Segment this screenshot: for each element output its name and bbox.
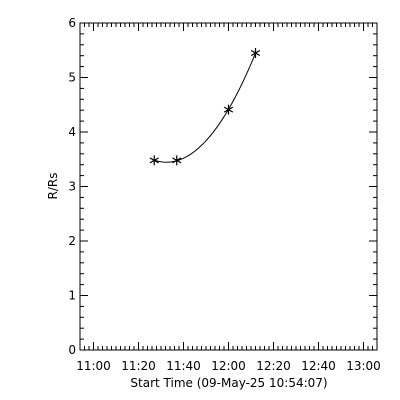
- data-point: [250, 47, 261, 58]
- y-tick-label: 5: [68, 71, 76, 85]
- x-tick-label: 11:20: [121, 359, 156, 373]
- asterisk-stroke: [223, 106, 234, 113]
- data-points: [149, 47, 261, 166]
- y-axis-title: R/Rs: [46, 173, 60, 200]
- y-tick-label: 0: [68, 343, 76, 357]
- y-tick-label: 3: [68, 180, 76, 194]
- axes-frame: [79, 22, 378, 351]
- asterisk-stroke: [149, 157, 159, 164]
- y-tick-labels: 0 1 2 3 4 5 6: [68, 16, 76, 357]
- x-tick-label: 12:40: [301, 359, 336, 373]
- data-point: [223, 104, 234, 115]
- x-tick-label: 12:00: [211, 359, 246, 373]
- x-tick-label: 11:40: [166, 359, 201, 373]
- x-tick-labels: 11:00 11:20 11:40 12:00 12:20 12:40 13:00: [76, 359, 381, 373]
- y-tick-label: 2: [68, 234, 76, 248]
- data-point: [172, 155, 182, 166]
- data-point: [149, 155, 159, 166]
- x-tick-label: 11:00: [76, 359, 111, 373]
- fit-curve-group: [154, 52, 256, 163]
- y-tick-label: 4: [68, 125, 76, 139]
- asterisk-stroke: [250, 49, 261, 56]
- x-axis-title: Start Time (09-May-25 10:54:07): [130, 376, 327, 390]
- y-tick-label: 6: [68, 16, 76, 30]
- asterisk-stroke: [172, 157, 182, 164]
- tick-marks: [79, 22, 378, 351]
- x-tick-label: 12:20: [256, 359, 291, 373]
- fit-curve: [154, 52, 256, 163]
- x-tick-label: 13:00: [346, 359, 381, 373]
- plot-frame: [79, 22, 378, 351]
- y-tick-label: 1: [68, 289, 76, 303]
